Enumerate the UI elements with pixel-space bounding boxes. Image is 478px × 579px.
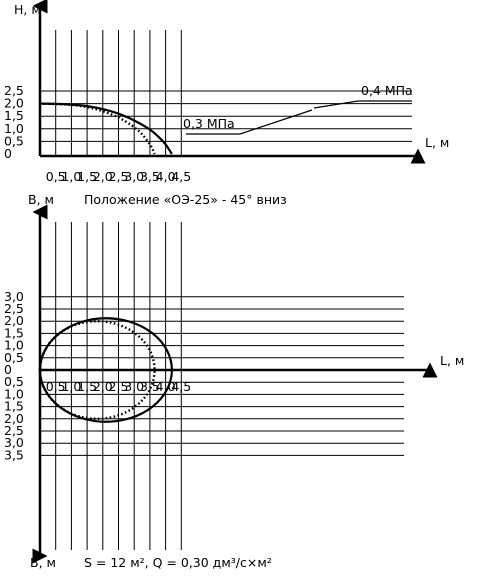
bottom-y-axis-label-bottom: B, м bbox=[30, 555, 56, 570]
bottom-series-0-3-mpa bbox=[38, 320, 156, 420]
top-axes bbox=[32, 0, 426, 164]
bottom-x-tick-label: 4,5 bbox=[171, 379, 191, 394]
top-tick-labels: 0,51,01,52,02,53,03,54,04,52,52,01,51,00… bbox=[4, 83, 191, 184]
top-x-tick-label: 4,0 bbox=[156, 169, 176, 184]
top-grid bbox=[40, 30, 412, 156]
bottom-y-tick-label-top: 3,0 bbox=[4, 289, 24, 304]
top-series-0-4-mpa bbox=[39, 102, 173, 155]
bottom-x-tick-label: 3,5 bbox=[140, 379, 160, 394]
top-y-tick-label: 1,0 bbox=[4, 121, 24, 136]
annotation-0-3-mpa-leader bbox=[239, 109, 313, 135]
bottom-y-tick-label-bottom: 0,5 bbox=[4, 374, 24, 389]
top-x-tick-label: 0,5 bbox=[46, 169, 66, 184]
bottom-y-tick-label-top: 0 bbox=[4, 362, 12, 377]
top-x-tick-label: 1,0 bbox=[61, 169, 81, 184]
bottom-y-tick-label-bottom: 1,5 bbox=[4, 399, 24, 414]
bottom-grid bbox=[40, 222, 404, 550]
bottom-axes bbox=[32, 204, 438, 564]
annotation-0-3-mpa: 0,3 МПа bbox=[183, 109, 313, 135]
annotation-0-4-mpa-leader bbox=[313, 100, 359, 109]
top-y-tick-label: 2,0 bbox=[4, 96, 24, 111]
footnote: S = 12 м², Q = 0,30 дм³/с×м² bbox=[84, 555, 272, 570]
bottom-x-tick-label: 2,0 bbox=[93, 379, 113, 394]
bottom-y-tick-label-bottom: 2,5 bbox=[4, 423, 24, 438]
position-caption: Положение «ОЭ-25» - 45° вниз bbox=[84, 192, 287, 207]
bottom-y-tick-label-top: 0,5 bbox=[4, 350, 24, 365]
bottom-y-tick-label-bottom: 2,0 bbox=[4, 411, 24, 426]
top-x-tick-label: 4,5 bbox=[171, 169, 191, 184]
top-x-tick-label: 2,5 bbox=[109, 169, 129, 184]
top-y-axis-label: H, м bbox=[14, 2, 41, 17]
bottom-x-tick-label: 2,5 bbox=[109, 379, 129, 394]
top-x-tick-label: 2,0 bbox=[93, 169, 113, 184]
top-series-0-3-mpa bbox=[39, 102, 156, 155]
top-x-tick-label: 3,5 bbox=[140, 169, 160, 184]
bottom-y-tick-label-bottom: 3,0 bbox=[4, 435, 24, 450]
bottom-y-tick-label-bottom: 3,5 bbox=[4, 447, 24, 462]
bottom-x-axis-label: L, м bbox=[440, 353, 464, 368]
top-x-tick-label: 1,5 bbox=[77, 169, 97, 184]
bottom-y-tick-label-bottom: 1,0 bbox=[4, 386, 24, 401]
top-y-tick-label: 0 bbox=[4, 146, 12, 161]
top-x-tick-label: 3,0 bbox=[124, 169, 144, 184]
bottom-y-tick-label-top: 2,0 bbox=[4, 313, 24, 328]
bottom-y-axis-label-top: B, м bbox=[28, 192, 54, 207]
bottom-x-tick-label: 0,5 bbox=[46, 379, 66, 394]
bottom-y-tick-label-top: 1,5 bbox=[4, 325, 24, 340]
bottom-chart: 0,51,01,52,02,53,03,54,04,53,02,52,01,51… bbox=[4, 192, 464, 570]
top-y-tick-label: 2,5 bbox=[4, 83, 24, 98]
bottom-x-tick-label: 3,0 bbox=[124, 379, 144, 394]
top-x-axis-label: L, м bbox=[425, 135, 449, 150]
bottom-y-tick-label-top: 1,0 bbox=[4, 338, 24, 353]
top-chart: 0,51,01,52,02,53,03,54,04,52,52,01,51,00… bbox=[4, 0, 449, 184]
top-y-tick-label: 0,5 bbox=[4, 133, 24, 148]
bottom-x-tick-label: 1,5 bbox=[77, 379, 97, 394]
bottom-tick-labels: 0,51,01,52,02,53,03,54,04,53,02,52,01,51… bbox=[4, 289, 191, 463]
annotation-0-3-mpa-text: 0,3 МПа bbox=[183, 116, 235, 131]
bottom-y-tick-label-top: 2,5 bbox=[4, 301, 24, 316]
annotation-0-4-mpa-text: 0,4 МПа bbox=[361, 83, 413, 98]
annotation-0-4-mpa: 0,4 МПа bbox=[313, 83, 413, 109]
bottom-x-tick-label: 1,0 bbox=[61, 379, 81, 394]
top-y-tick-label: 1,5 bbox=[4, 108, 24, 123]
